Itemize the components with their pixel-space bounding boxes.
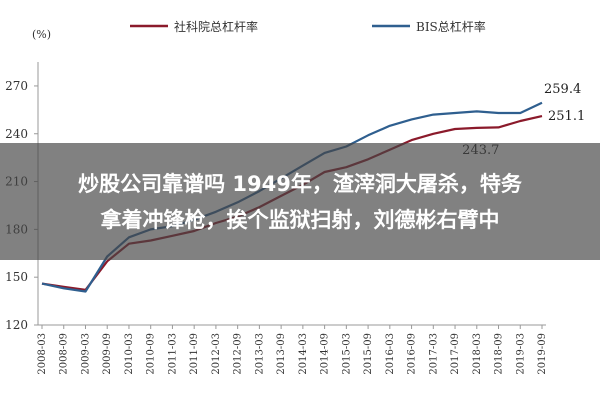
- x-tick-label: 2015-03: [341, 333, 352, 375]
- data-annotation: 251.1: [548, 109, 585, 124]
- x-tick-label: 2009-03: [80, 333, 91, 375]
- x-tick-label: 2018-03: [472, 333, 483, 375]
- x-tick-label: 2012-03: [211, 333, 222, 375]
- x-tick-label: 2016-09: [407, 333, 418, 375]
- headline-line-2[interactable]: 拿着冲锋枪，挨个监狱扫射，刘德彬右臂中: [100, 207, 500, 232]
- y-tick-label: 120: [5, 318, 28, 332]
- x-tick-label: 2012-09: [233, 333, 244, 375]
- x-tick-label: 2014-03: [298, 333, 309, 375]
- legend-label-2: BIS总杠杆率: [416, 19, 486, 34]
- x-tick-label: 2017-09: [450, 333, 461, 375]
- x-tick-label: 2011-09: [189, 333, 200, 375]
- headline-line-1[interactable]: 炒股公司靠谱吗 1949年，渣滓洞大屠杀，特务: [78, 171, 522, 196]
- x-tick-label: 2018-09: [494, 333, 505, 375]
- x-tick-label: 2017-03: [428, 333, 439, 375]
- x-tick-label: 2014-09: [320, 333, 331, 375]
- x-tick-label: 2009-09: [102, 333, 113, 375]
- y-axis-label: (%): [32, 28, 51, 41]
- headline-overlay[interactable]: 炒股公司靠谱吗 1949年，渣滓洞大屠杀，特务 拿着冲锋枪，挨个监狱扫射，刘德彬…: [0, 143, 600, 260]
- x-tick-label: 2019-09: [537, 333, 548, 375]
- y-tick-label: 270: [5, 79, 28, 93]
- y-tick-label: 240: [5, 127, 28, 141]
- data-annotation: 259.4: [544, 82, 581, 97]
- y-tick-label: 150: [5, 270, 28, 284]
- x-tick-label: 2013-09: [276, 333, 287, 375]
- x-tick-label: 2015-09: [363, 333, 374, 375]
- x-tick-label: 2008-03: [37, 333, 48, 375]
- x-tick-label: 2019-03: [515, 333, 526, 375]
- x-tick-label: 2011-03: [167, 333, 178, 375]
- x-tick-label: 2016-03: [385, 333, 396, 375]
- legend-label-1: 社科院总杠杆率: [174, 19, 258, 34]
- x-tick-label: 2013-03: [254, 333, 265, 375]
- x-tick-label: 2010-03: [124, 333, 135, 375]
- x-tick-label: 2008-09: [59, 333, 70, 375]
- x-tick-label: 2010-09: [146, 333, 157, 375]
- headline-text[interactable]: 炒股公司靠谱吗 1949年，渣滓洞大屠杀，特务 拿着冲锋枪，挨个监狱扫射，刘德彬…: [20, 166, 580, 238]
